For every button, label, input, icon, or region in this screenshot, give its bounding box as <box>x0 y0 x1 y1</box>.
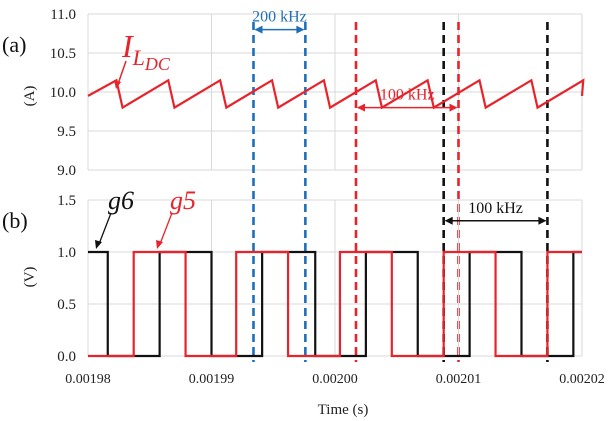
panel-a-y-axis-label: (A) <box>22 86 38 107</box>
panel-a-gridlines <box>87 13 583 171</box>
y-tick-label: 1.5 <box>57 193 76 209</box>
y-tick-label: 1.0 <box>57 245 76 261</box>
arrow-head <box>444 216 453 225</box>
series-label-pointer <box>117 60 127 85</box>
y-tick-label: 0.0 <box>57 349 76 365</box>
series-label-sub2: DC <box>144 54 171 74</box>
panel-b-series <box>88 250 582 358</box>
panel-b-x-ticks: 0.00198 0.00199 0.00200 0.00201 0.00202 <box>65 372 605 387</box>
series-label-pointer-head <box>114 80 121 89</box>
x-tick-label: 0.00198 <box>65 372 111 387</box>
g5-pointer-head <box>156 240 163 249</box>
x-tick-label: 0.00200 <box>312 372 358 387</box>
y-tick-label: 9.0 <box>57 163 76 179</box>
panel-b-y-ticks: 1.5 1.0 0.5 0.0 <box>57 193 76 365</box>
x-tick-label: 0.00199 <box>189 372 235 387</box>
annotation-label: 100 kHz <box>468 200 523 217</box>
signal-label-g6: g6 <box>108 186 134 215</box>
panel-a-y-ticks: 11.0 10.5 10.0 9.5 9.0 <box>50 7 76 179</box>
series-line-i-ldc <box>87 78 585 110</box>
x-tick-label: 0.00202 <box>559 372 605 387</box>
g6-pointer <box>98 212 112 245</box>
y-tick-label: 9.5 <box>57 124 76 140</box>
signal-label-g5: g5 <box>170 186 196 215</box>
annotation-label: 200 kHz <box>252 9 307 26</box>
panel-b-annotations: 100 kHz <box>444 200 547 225</box>
arrow-head <box>296 25 305 34</box>
arrow-head <box>356 103 365 112</box>
y-tick-label: 10.0 <box>50 85 76 101</box>
panel-a-series <box>87 78 585 110</box>
arrow-head <box>254 25 263 34</box>
panel-a-label: (a) <box>2 32 26 57</box>
panel-a-markers <box>252 22 549 362</box>
series-label-sub: L <box>132 45 145 70</box>
arrow-head <box>449 103 458 112</box>
series-line-g5 <box>88 250 582 358</box>
series-label-main: I <box>121 28 134 64</box>
x-tick-label: 0.00201 <box>436 372 482 387</box>
series-label-iLDC: ILDC <box>121 28 171 74</box>
panel-b-y-axis-label: (V) <box>22 267 38 288</box>
panel-b-label: (b) <box>2 208 28 233</box>
y-tick-label: 10.5 <box>50 46 76 62</box>
annotation-label: 100 kHz <box>380 87 435 104</box>
panel-a-annotations: 200 kHz 100 kHz <box>252 9 458 112</box>
arrow-head <box>538 216 547 225</box>
x-axis-label: Time (s) <box>318 402 369 418</box>
y-tick-label: 0.5 <box>57 297 76 313</box>
panel-b-gridlines <box>87 199 583 357</box>
y-tick-label: 11.0 <box>50 7 76 23</box>
g5-pointer <box>159 212 173 245</box>
panel-a: (a) 11.0 10.5 10.0 9.5 9.0 (A) 200 kHz 100 kH… <box>2 7 585 362</box>
g6-pointer-head <box>95 240 102 249</box>
panel-b: (b) 1.51.00.50.0 0.00198 0.00199 0.00200 0.… <box>2 186 605 418</box>
